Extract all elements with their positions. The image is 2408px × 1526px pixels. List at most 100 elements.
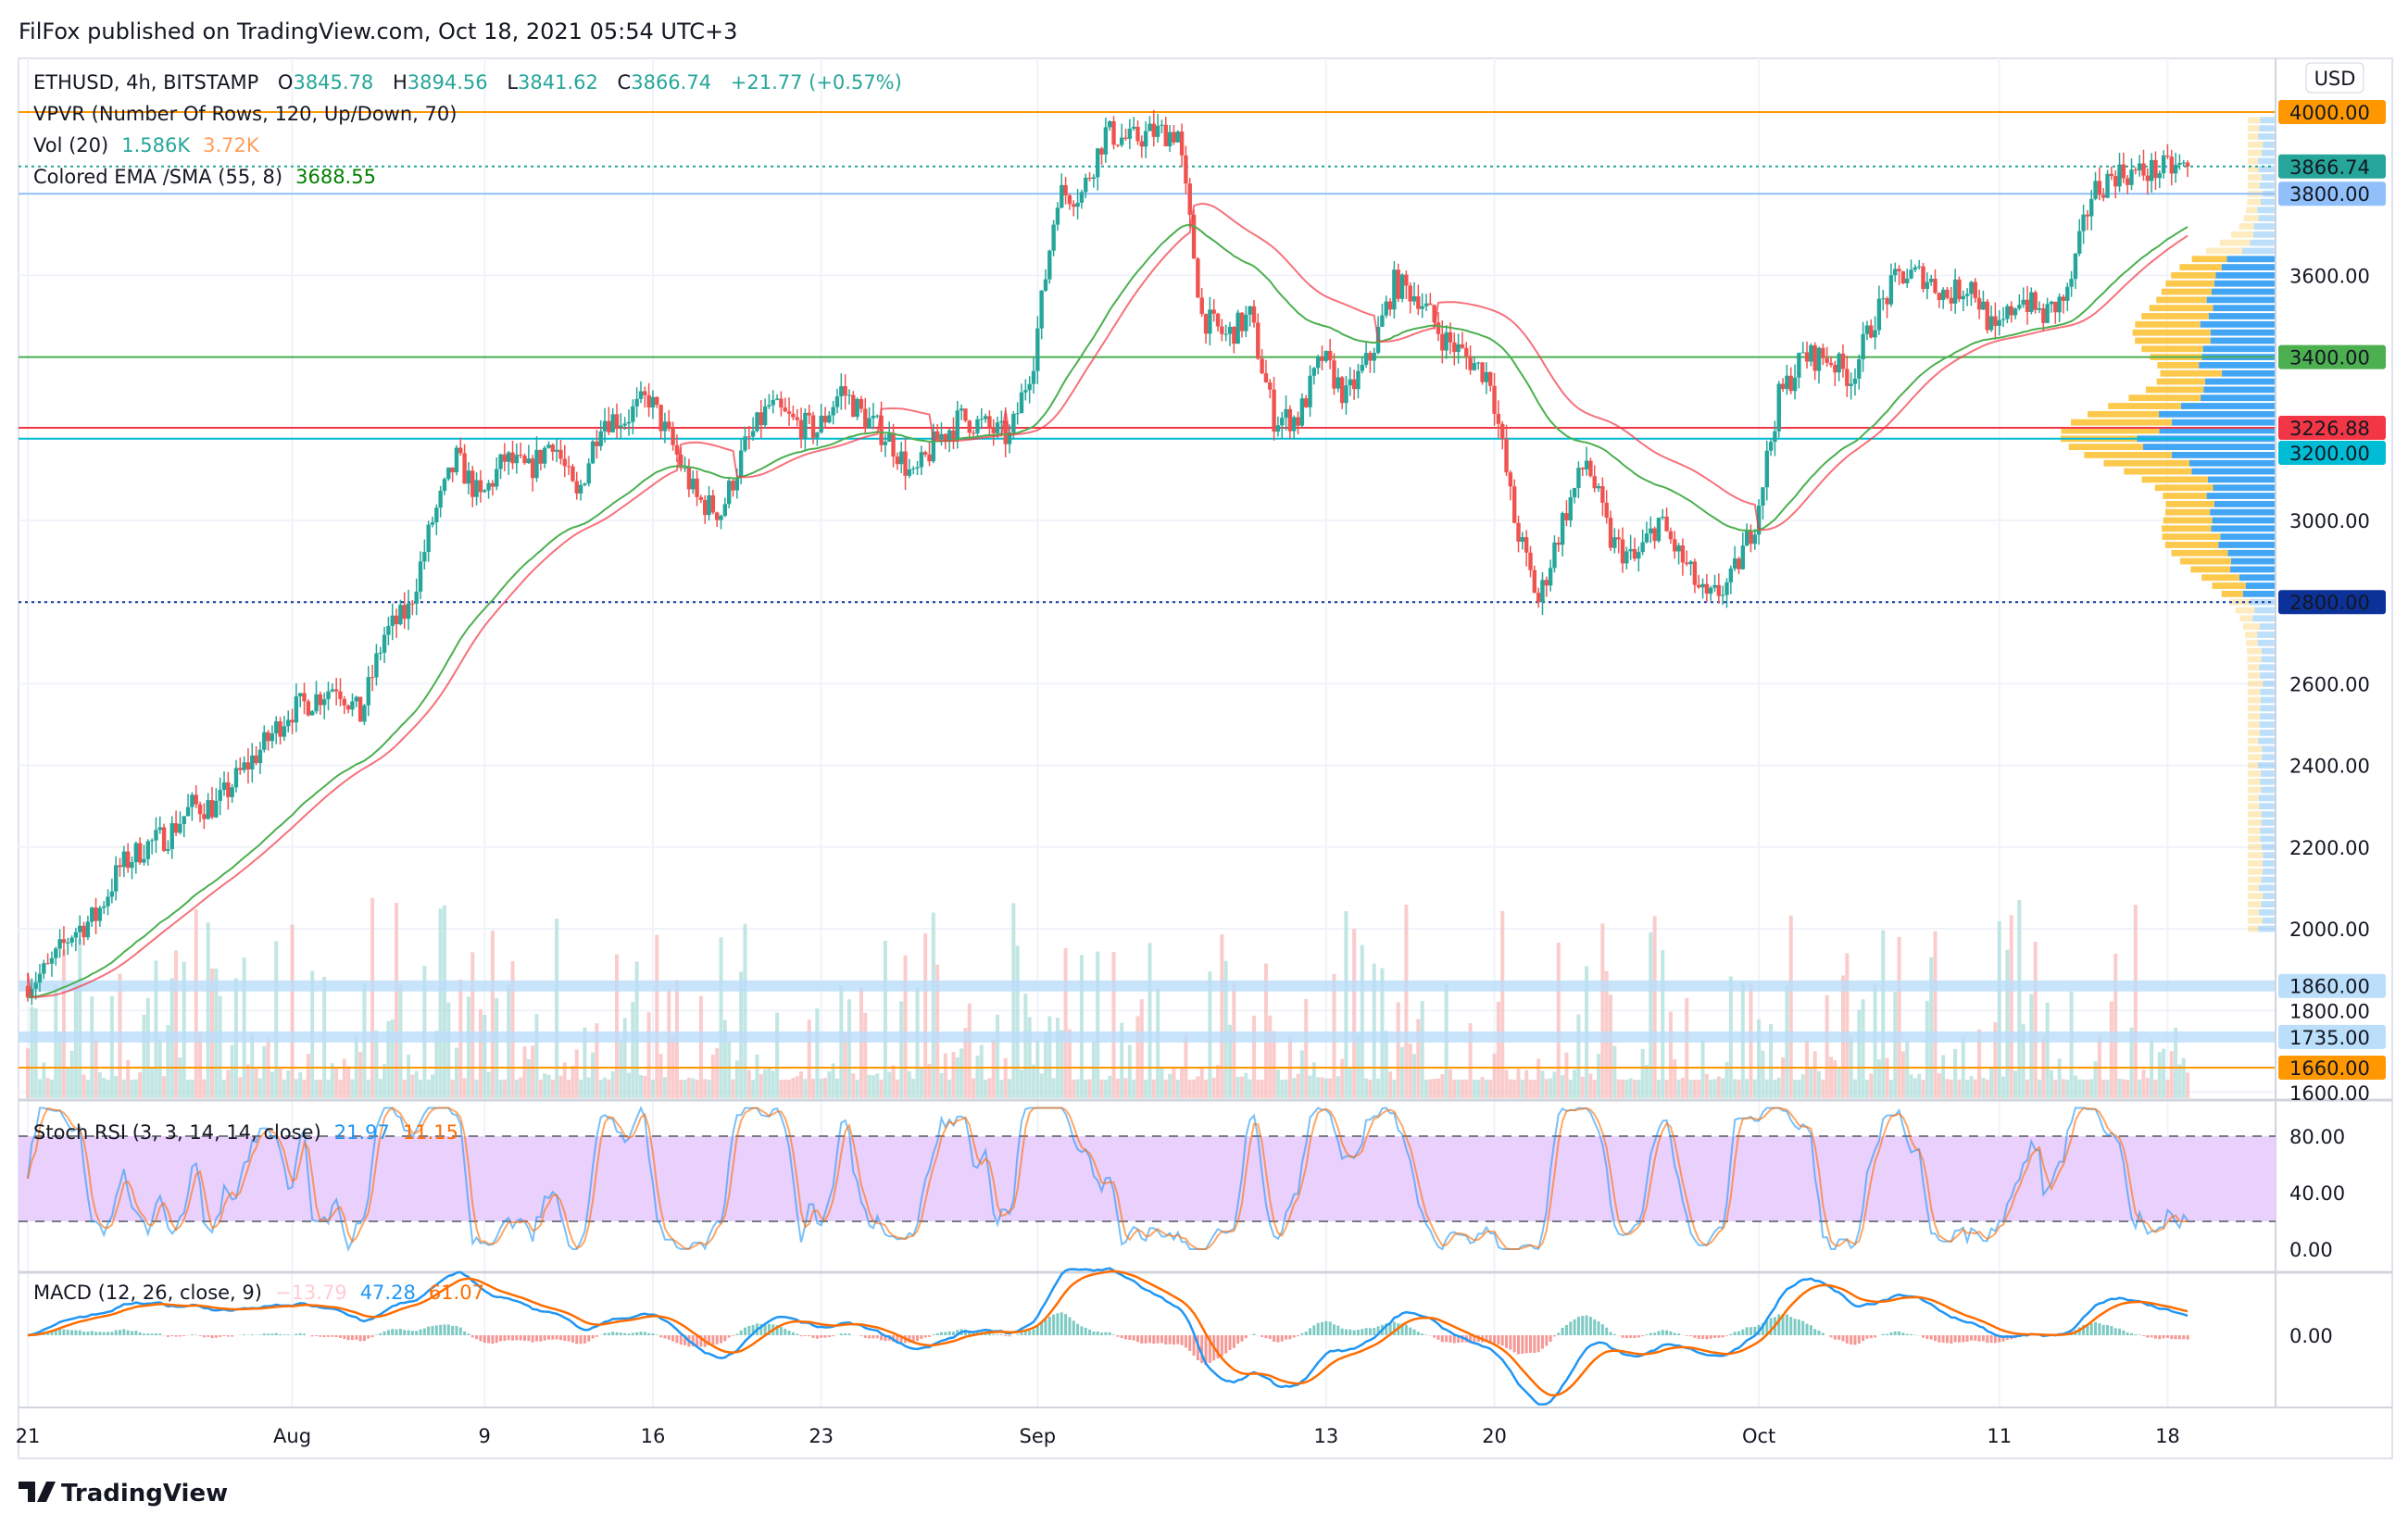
volume-bar (1040, 1073, 1044, 1098)
candle (326, 692, 330, 699)
volume-bar (651, 1080, 655, 1098)
macd-histogram-bar (1269, 1335, 1272, 1339)
candle (1500, 424, 1504, 439)
macd-histogram-bar (824, 1335, 827, 1338)
candle (1633, 549, 1637, 558)
price-axis[interactable]: 4000.003866.743800.003600.003400.003226.… (2278, 100, 2386, 1105)
candle (1368, 353, 1372, 360)
volume-bar (1833, 1060, 1837, 1098)
candle (1986, 302, 1989, 331)
time-axis-label: 21 (16, 1425, 41, 1447)
candle (1805, 352, 1809, 361)
macd-histogram-bar (2118, 1329, 2121, 1335)
candle (963, 408, 967, 420)
candle (1032, 371, 1035, 384)
volume-bar (1044, 1032, 1047, 1098)
candle (972, 432, 975, 433)
candle (796, 418, 799, 420)
macd-histogram-bar (844, 1333, 847, 1335)
macd-histogram-bar (2158, 1335, 2161, 1339)
volume-bar (892, 1065, 896, 1098)
candle (939, 434, 943, 440)
symbol-label[interactable]: ETHUSD, 4h, BITSTAMP (33, 71, 258, 94)
macd-histogram-bar (1625, 1335, 1628, 1338)
tradingview-logo-icon (19, 1482, 56, 1502)
macd-histogram-bar (1312, 1325, 1315, 1335)
volume-bar (255, 1067, 258, 1098)
macd-histogram-bar (335, 1335, 338, 1337)
volume-bar (1309, 1076, 1312, 1098)
candle (1223, 334, 1227, 335)
candle (1324, 351, 1328, 361)
candle (2053, 302, 2057, 312)
macd-histogram-bar (427, 1327, 430, 1335)
volume-bar (1986, 1080, 1989, 1098)
volume-bar (1597, 1054, 1600, 1098)
volume-bar (1140, 999, 1144, 1098)
volume-profile-up (2213, 518, 2276, 524)
candle (1724, 582, 1728, 595)
volume-bar (98, 1072, 102, 1098)
volume-bar (1581, 1077, 1585, 1098)
volume-bar (415, 1071, 419, 1098)
volume-bar (1925, 1001, 1929, 1098)
volume-bar (647, 1012, 651, 1098)
candle (947, 431, 951, 441)
volume-bar (2050, 1070, 2053, 1098)
candle (1211, 309, 1215, 313)
macd-histogram-bar (67, 1330, 69, 1335)
candle (551, 444, 555, 452)
legend-ema-sma[interactable]: Colored EMA /SMA (55, 8)3688.55 (33, 166, 376, 188)
volume-bar (1180, 1069, 1184, 1098)
volume-bar (358, 1052, 362, 1098)
macd-histogram-bar (223, 1335, 226, 1336)
candle (1737, 558, 1740, 569)
volume-bar (1297, 1074, 1300, 1098)
volume-bar (2170, 1051, 2174, 1098)
time-axis-label: 11 (1987, 1425, 2012, 1447)
volume-bar (527, 1059, 531, 1098)
volume-bar (779, 1080, 783, 1098)
volume-profile-down (2162, 525, 2211, 532)
candle (739, 451, 743, 478)
volume-bar (122, 1080, 126, 1098)
volume-bar (2082, 1080, 2086, 1098)
candle (1272, 390, 1275, 432)
macd-histogram-bar (1052, 1315, 1055, 1335)
legend-vpvr[interactable]: VPVR (Number Of Rows, 120, Up/Down, 70) (33, 103, 457, 125)
volume-bar (162, 1076, 166, 1098)
macd-histogram-bar (1746, 1327, 1749, 1335)
volume-profile-down (2248, 860, 2263, 867)
currency-button[interactable]: USD (2306, 63, 2364, 93)
candle (1440, 334, 1444, 351)
macd-histogram-bar (1300, 1333, 1303, 1335)
price-level-tag-label: 3226.88 (2289, 418, 2370, 440)
volume-bar (1905, 1041, 1909, 1098)
volume-bar (1192, 1080, 1196, 1098)
volume-bar (2106, 1080, 2110, 1098)
candle (1564, 513, 1568, 520)
macd-histogram-bar (1750, 1327, 1752, 1335)
volume-bar (579, 1080, 583, 1098)
volume-bar (2077, 1080, 2081, 1098)
macd-histogram-bar (1645, 1334, 1648, 1335)
volume-bar (2158, 1052, 2162, 1098)
candle (519, 455, 522, 456)
candle (426, 525, 430, 552)
candle (2186, 162, 2189, 166)
volume-bar (1665, 1080, 1669, 1098)
volume-bar (667, 990, 671, 1098)
volume-bar (571, 1066, 574, 1098)
volume-profile-down (2248, 730, 2260, 736)
volume-bar (751, 1080, 755, 1098)
candle (808, 413, 811, 416)
candle (2146, 176, 2150, 181)
volume-bar (470, 952, 474, 1098)
candle (1909, 269, 1913, 279)
volume-bar (939, 1073, 943, 1098)
volume-profile-up (2222, 264, 2276, 270)
tradingview-logo[interactable]: TradingView (19, 1480, 228, 1507)
